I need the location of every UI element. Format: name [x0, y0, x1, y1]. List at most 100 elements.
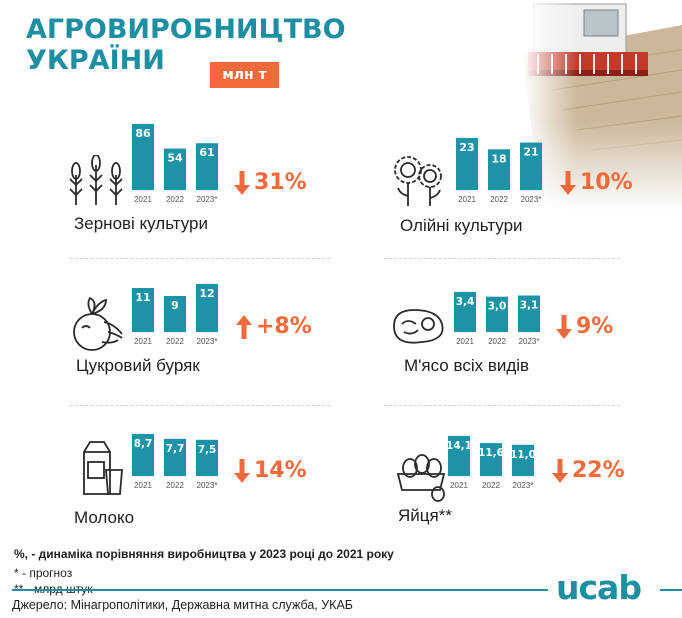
change-indicator: 10%: [560, 170, 633, 195]
chart-1: 86 2021 54 2022 61 2023*: [132, 124, 218, 204]
bar-value-label: 3,1: [520, 300, 539, 312]
bar-1-1: [132, 124, 154, 190]
bar-value-label: 7,5: [198, 444, 217, 456]
bar-value-label: 8,7: [134, 438, 153, 450]
category-tick-label: 2021: [450, 481, 468, 490]
divider-2: [384, 258, 620, 259]
bar-value-label: 61: [199, 146, 214, 159]
category-tick-label: 2022: [482, 481, 500, 490]
chart-title: М'ясо всіх видів: [404, 356, 530, 375]
ucab-logo: ucab: [556, 568, 642, 607]
beet-icon: [73, 296, 123, 351]
bar-4-2: [486, 296, 508, 332]
category-tick-label: 2023*: [197, 481, 218, 490]
bar-value-label: 3,0: [488, 301, 507, 313]
bar-2-3: [520, 142, 542, 190]
bar-value-label: 23: [459, 141, 474, 154]
source-note: Джерело: Мінагрополітики, Державна митна…: [12, 598, 353, 612]
change-indicator: 22%: [552, 458, 625, 483]
bar-2-2: [488, 149, 510, 190]
forecast-note: * - прогноз: [14, 566, 73, 580]
page-title-line1: АГРОВИРОБНИЦТВО: [26, 14, 346, 45]
category-tick-label: 2021: [134, 337, 152, 346]
chart-4: 3,4 2021 3,0 2022 3,1 2023*: [454, 292, 540, 346]
divider-4: [384, 405, 620, 406]
bar-value-label: 7,7: [166, 443, 185, 455]
change-indicator: 14%: [234, 458, 307, 483]
change-value: 9%: [576, 314, 614, 339]
category-tick-label: 2021: [458, 195, 476, 204]
change-value: 14%: [254, 458, 307, 483]
page-title-line2: УКРАЇНИ: [26, 45, 165, 76]
bar-4-3: [518, 295, 540, 332]
bar-6-1: [448, 436, 470, 476]
chart-6: 14,1 2021 11,6 2022 11,0 2023*: [448, 436, 536, 490]
bar-value-label: 14,1: [448, 440, 472, 452]
category-tick-label: 2023*: [519, 337, 540, 346]
bar-1-2: [164, 148, 186, 190]
category-tick-label: 2022: [166, 337, 184, 346]
unit-badge: млн т: [210, 62, 279, 88]
category-tick-label: 2022: [488, 337, 506, 346]
bar-value-label: 54: [167, 152, 183, 165]
bar-value-label: 12: [199, 287, 214, 300]
chart-title: Молоко: [74, 508, 135, 527]
chart-title: Зернові культури: [74, 214, 208, 233]
eggs-icon: [396, 454, 446, 502]
percent-note: %, - динаміка порівняння виробництва у 2…: [14, 547, 394, 561]
bar-1-3: [196, 143, 218, 190]
arrow-up-icon: [236, 314, 252, 339]
category-tick-label: 2023*: [197, 195, 218, 204]
bar-value-label: 11,6: [478, 447, 504, 459]
arrow-down-icon: [552, 458, 568, 483]
change-value: 31%: [254, 170, 307, 195]
change-value: 22%: [572, 458, 625, 483]
change-indicator: 31%: [234, 170, 307, 195]
change-value: 10%: [580, 170, 633, 195]
bar-5-3: [196, 439, 218, 476]
bar-3-2: [164, 296, 186, 332]
milk-icon: [83, 441, 123, 495]
bar-2-1: [456, 138, 478, 190]
category-tick-label: 2022: [166, 195, 184, 204]
arrow-down-icon: [234, 458, 250, 483]
category-tick-label: 2021: [134, 195, 152, 204]
bar-value-label: 11,0: [510, 449, 536, 461]
bar-6-2: [480, 443, 502, 476]
change-value: +8%: [256, 314, 312, 339]
bar-3-3: [196, 284, 218, 332]
category-tick-label: 2023*: [513, 481, 534, 490]
bar-value-label: 86: [135, 127, 151, 140]
bar-value-label: 18: [491, 152, 506, 165]
arrow-down-icon: [556, 314, 572, 339]
bar-4-1: [454, 292, 476, 332]
bar-5-1: [132, 434, 154, 476]
divider-3: [70, 405, 330, 406]
category-tick-label: 2022: [166, 481, 184, 490]
meat-icon: [393, 309, 444, 344]
bar-value-label: 11: [135, 291, 150, 304]
wheat-icon: [69, 155, 123, 205]
change-indicator: +8%: [236, 314, 312, 339]
page-title: АГРОВИРОБНИЦТВО УКРАЇНИ: [26, 14, 346, 76]
harvester-field-image: [522, 0, 682, 210]
chart-title: Яйця**: [398, 506, 452, 525]
divider-1: [70, 258, 330, 259]
bar-value-label: 9: [171, 299, 179, 312]
category-tick-label: 2022: [490, 195, 508, 204]
category-tick-label: 2021: [134, 481, 152, 490]
arrow-down-icon: [234, 170, 250, 195]
arrow-down-icon: [560, 170, 576, 195]
bar-value-label: 21: [523, 146, 538, 159]
chart-5: 8,7 2021 7,7 2022 7,5 2023*: [132, 434, 218, 490]
chart-title: Олійні культури: [400, 216, 523, 235]
chart-3: 11 2021 9 2022 12 2023*: [132, 284, 218, 346]
category-tick-label: 2023*: [521, 195, 542, 204]
bar-3-1: [132, 288, 154, 332]
chart-title: Цукровий буряк: [76, 356, 200, 375]
bar-value-label: 3,4: [456, 296, 475, 308]
category-tick-label: 2023*: [197, 337, 218, 346]
bar-6-3: [512, 444, 534, 476]
sunflower-icon: [394, 156, 442, 206]
chart-2: 23 2021 18 2022 21 2023*: [456, 138, 542, 204]
